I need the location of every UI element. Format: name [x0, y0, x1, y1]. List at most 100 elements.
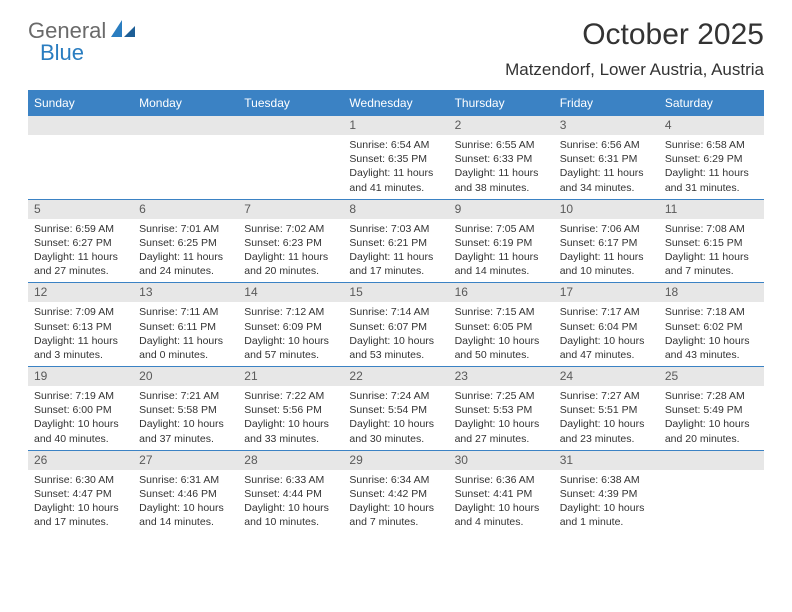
sunset-line: Sunset: 6:19 PM: [455, 236, 548, 250]
sunset-line: Sunset: 5:53 PM: [455, 403, 548, 417]
calendar-day-cell: 6Sunrise: 7:01 AMSunset: 6:25 PMDaylight…: [133, 200, 238, 283]
calendar-day-cell: 15Sunrise: 7:14 AMSunset: 6:07 PMDayligh…: [343, 283, 448, 366]
calendar-day-cell: 21Sunrise: 7:22 AMSunset: 5:56 PMDayligh…: [238, 367, 343, 450]
day-number: 21: [238, 367, 343, 386]
daylight-line: Daylight: 10 hours and 4 minutes.: [455, 501, 548, 529]
day-number: 8: [343, 200, 448, 219]
calendar-weeks: 1Sunrise: 6:54 AMSunset: 6:35 PMDaylight…: [28, 115, 764, 533]
day-details: Sunrise: 6:33 AMSunset: 4:44 PMDaylight:…: [238, 470, 343, 534]
header: General Blue October 2025 Matzendorf, Lo…: [0, 0, 792, 80]
sunrise-line: Sunrise: 7:17 AM: [560, 305, 653, 319]
day-details: Sunrise: 6:56 AMSunset: 6:31 PMDaylight:…: [554, 135, 659, 199]
daylight-line: Daylight: 10 hours and 7 minutes.: [349, 501, 442, 529]
calendar-day-cell: 12Sunrise: 7:09 AMSunset: 6:13 PMDayligh…: [28, 283, 133, 366]
daylight-line: Daylight: 10 hours and 40 minutes.: [34, 417, 127, 445]
sunset-line: Sunset: 5:49 PM: [665, 403, 758, 417]
sunrise-line: Sunrise: 7:21 AM: [139, 389, 232, 403]
day-number: 13: [133, 283, 238, 302]
sunset-line: Sunset: 6:13 PM: [34, 320, 127, 334]
daylight-line: Daylight: 10 hours and 33 minutes.: [244, 417, 337, 445]
calendar-week-row: 19Sunrise: 7:19 AMSunset: 6:00 PMDayligh…: [28, 366, 764, 450]
calendar-day-cell: 10Sunrise: 7:06 AMSunset: 6:17 PMDayligh…: [554, 200, 659, 283]
month-title: October 2025: [505, 18, 764, 52]
sunset-line: Sunset: 6:02 PM: [665, 320, 758, 334]
calendar-day-cell: 1Sunrise: 6:54 AMSunset: 6:35 PMDaylight…: [343, 116, 448, 199]
calendar-day-cell: [28, 116, 133, 199]
weekday-header: Saturday: [659, 92, 764, 115]
daylight-line: Daylight: 10 hours and 47 minutes.: [560, 334, 653, 362]
day-number: 6: [133, 200, 238, 219]
daylight-line: Daylight: 10 hours and 43 minutes.: [665, 334, 758, 362]
logo-sail-icon: [111, 25, 137, 42]
calendar-week-row: 12Sunrise: 7:09 AMSunset: 6:13 PMDayligh…: [28, 282, 764, 366]
calendar-day-cell: 5Sunrise: 6:59 AMSunset: 6:27 PMDaylight…: [28, 200, 133, 283]
sunset-line: Sunset: 6:25 PM: [139, 236, 232, 250]
day-number: 4: [659, 116, 764, 135]
day-number-empty: [28, 116, 133, 135]
daylight-line: Daylight: 10 hours and 14 minutes.: [139, 501, 232, 529]
day-number: 31: [554, 451, 659, 470]
sunset-line: Sunset: 6:00 PM: [34, 403, 127, 417]
daylight-line: Daylight: 11 hours and 7 minutes.: [665, 250, 758, 278]
day-number: 5: [28, 200, 133, 219]
calendar-day-cell: 26Sunrise: 6:30 AMSunset: 4:47 PMDayligh…: [28, 451, 133, 534]
day-number-empty: [133, 116, 238, 135]
sunrise-line: Sunrise: 7:18 AM: [665, 305, 758, 319]
day-details: Sunrise: 6:55 AMSunset: 6:33 PMDaylight:…: [449, 135, 554, 199]
calendar-day-cell: [133, 116, 238, 199]
day-details: Sunrise: 7:05 AMSunset: 6:19 PMDaylight:…: [449, 219, 554, 283]
sunrise-line: Sunrise: 7:19 AM: [34, 389, 127, 403]
day-details: Sunrise: 7:03 AMSunset: 6:21 PMDaylight:…: [343, 219, 448, 283]
day-number: 12: [28, 283, 133, 302]
day-number: 17: [554, 283, 659, 302]
sunrise-line: Sunrise: 7:28 AM: [665, 389, 758, 403]
day-details: Sunrise: 7:06 AMSunset: 6:17 PMDaylight:…: [554, 219, 659, 283]
sunset-line: Sunset: 6:31 PM: [560, 152, 653, 166]
day-details: Sunrise: 7:11 AMSunset: 6:11 PMDaylight:…: [133, 302, 238, 366]
calendar-day-cell: 28Sunrise: 6:33 AMSunset: 4:44 PMDayligh…: [238, 451, 343, 534]
sunrise-line: Sunrise: 7:02 AM: [244, 222, 337, 236]
day-details: Sunrise: 6:34 AMSunset: 4:42 PMDaylight:…: [343, 470, 448, 534]
sunset-line: Sunset: 4:44 PM: [244, 487, 337, 501]
day-number-empty: [659, 451, 764, 470]
calendar-day-cell: 17Sunrise: 7:17 AMSunset: 6:04 PMDayligh…: [554, 283, 659, 366]
daylight-line: Daylight: 11 hours and 20 minutes.: [244, 250, 337, 278]
day-number: 20: [133, 367, 238, 386]
day-details: Sunrise: 7:08 AMSunset: 6:15 PMDaylight:…: [659, 219, 764, 283]
day-details: Sunrise: 6:31 AMSunset: 4:46 PMDaylight:…: [133, 470, 238, 534]
day-details: Sunrise: 7:17 AMSunset: 6:04 PMDaylight:…: [554, 302, 659, 366]
calendar-week-row: 26Sunrise: 6:30 AMSunset: 4:47 PMDayligh…: [28, 450, 764, 534]
daylight-line: Daylight: 10 hours and 30 minutes.: [349, 417, 442, 445]
sunrise-line: Sunrise: 6:54 AM: [349, 138, 442, 152]
daylight-line: Daylight: 10 hours and 1 minute.: [560, 501, 653, 529]
day-number: 24: [554, 367, 659, 386]
calendar-day-cell: 29Sunrise: 6:34 AMSunset: 4:42 PMDayligh…: [343, 451, 448, 534]
day-details: Sunrise: 7:22 AMSunset: 5:56 PMDaylight:…: [238, 386, 343, 450]
sunrise-line: Sunrise: 7:25 AM: [455, 389, 548, 403]
calendar-day-cell: 9Sunrise: 7:05 AMSunset: 6:19 PMDaylight…: [449, 200, 554, 283]
sunset-line: Sunset: 4:41 PM: [455, 487, 548, 501]
daylight-line: Daylight: 11 hours and 27 minutes.: [34, 250, 127, 278]
calendar-day-cell: 13Sunrise: 7:11 AMSunset: 6:11 PMDayligh…: [133, 283, 238, 366]
calendar-day-cell: 19Sunrise: 7:19 AMSunset: 6:00 PMDayligh…: [28, 367, 133, 450]
day-number: 25: [659, 367, 764, 386]
sunset-line: Sunset: 6:04 PM: [560, 320, 653, 334]
daylight-line: Daylight: 11 hours and 3 minutes.: [34, 334, 127, 362]
day-number: 28: [238, 451, 343, 470]
calendar-day-cell: 23Sunrise: 7:25 AMSunset: 5:53 PMDayligh…: [449, 367, 554, 450]
day-number: 27: [133, 451, 238, 470]
calendar-day-cell: 3Sunrise: 6:56 AMSunset: 6:31 PMDaylight…: [554, 116, 659, 199]
day-details: Sunrise: 6:36 AMSunset: 4:41 PMDaylight:…: [449, 470, 554, 534]
daylight-line: Daylight: 11 hours and 10 minutes.: [560, 250, 653, 278]
day-details: Sunrise: 7:25 AMSunset: 5:53 PMDaylight:…: [449, 386, 554, 450]
calendar-day-cell: 24Sunrise: 7:27 AMSunset: 5:51 PMDayligh…: [554, 367, 659, 450]
daylight-line: Daylight: 11 hours and 38 minutes.: [455, 166, 548, 194]
weekday-header: Thursday: [449, 92, 554, 115]
daylight-line: Daylight: 10 hours and 20 minutes.: [665, 417, 758, 445]
sunset-line: Sunset: 6:15 PM: [665, 236, 758, 250]
day-details: Sunrise: 6:30 AMSunset: 4:47 PMDaylight:…: [28, 470, 133, 534]
weekday-header: Sunday: [28, 92, 133, 115]
calendar-day-cell: 18Sunrise: 7:18 AMSunset: 6:02 PMDayligh…: [659, 283, 764, 366]
day-details: Sunrise: 7:27 AMSunset: 5:51 PMDaylight:…: [554, 386, 659, 450]
sunrise-line: Sunrise: 7:06 AM: [560, 222, 653, 236]
